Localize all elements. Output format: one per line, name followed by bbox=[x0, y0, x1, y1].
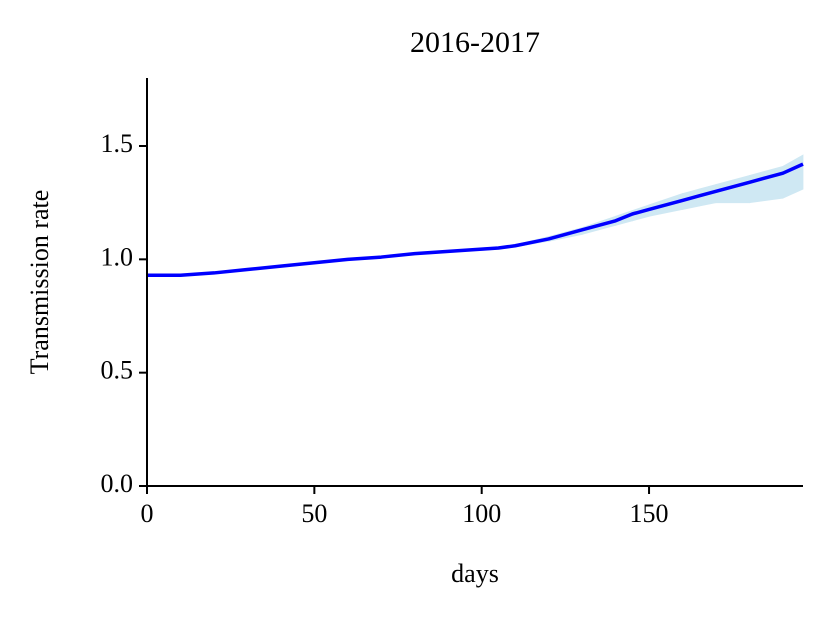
y-axis-label: Transmission rate bbox=[25, 190, 54, 375]
confidence-band bbox=[749, 165, 784, 204]
x-axis-label: days bbox=[451, 559, 499, 588]
line bbox=[147, 162, 804, 277]
y-tick-label: 0.5 bbox=[101, 356, 134, 385]
y-tick-label: 1.5 bbox=[101, 129, 134, 158]
y-tick-label: 0.0 bbox=[101, 469, 134, 498]
x-tick-label: 100 bbox=[462, 499, 501, 528]
x-tick-label: 50 bbox=[301, 499, 327, 528]
x-tick-label: 150 bbox=[630, 499, 669, 528]
x-tick-label: 0 bbox=[141, 499, 154, 528]
confidence-band bbox=[782, 154, 804, 199]
chart-title: 2016-2017 bbox=[410, 26, 540, 59]
y-tick-label: 1.0 bbox=[101, 242, 134, 271]
